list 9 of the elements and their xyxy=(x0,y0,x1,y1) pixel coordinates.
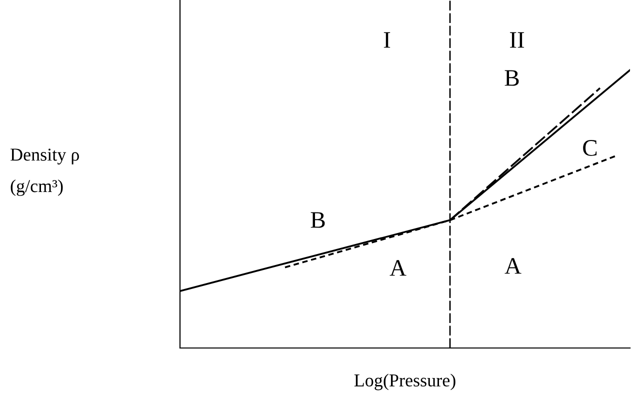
annotation: A xyxy=(504,258,522,274)
text: II xyxy=(510,32,524,48)
annotation: B xyxy=(310,212,325,228)
annotation: C xyxy=(583,140,597,156)
annotation: B xyxy=(504,70,519,86)
x-axis-title: Log(Pressure) xyxy=(354,374,456,390)
annotation: A xyxy=(390,260,406,276)
text: Density ρ (g/cm³) xyxy=(10,148,79,196)
text: I xyxy=(384,32,390,48)
